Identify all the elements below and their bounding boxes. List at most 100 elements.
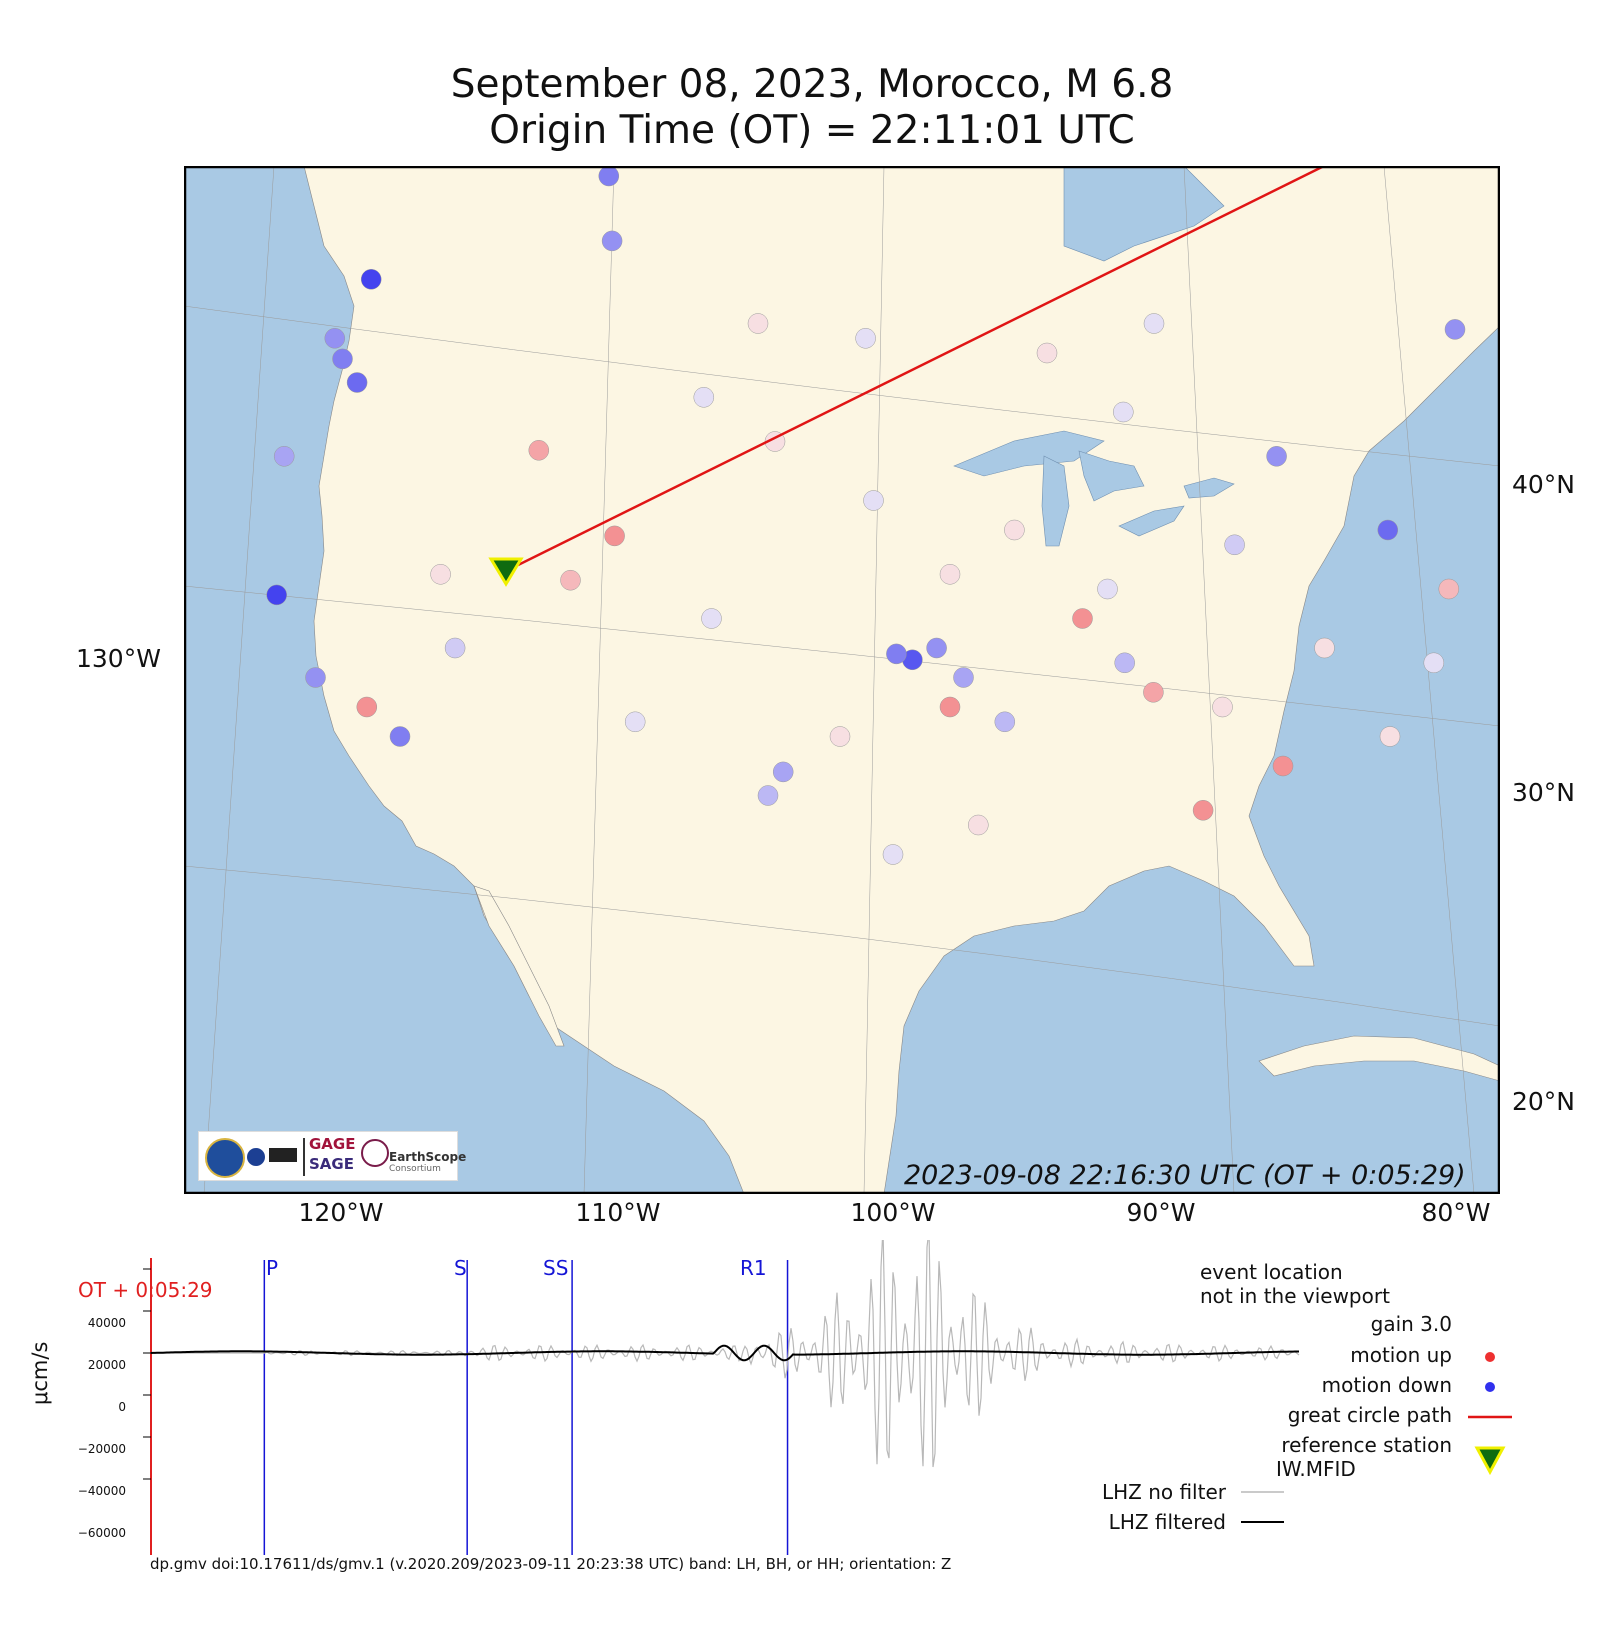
nasa-logo-icon xyxy=(247,1148,265,1166)
lat-label-30n: 30°N xyxy=(1512,778,1576,807)
lon-label-90w: 90°W xyxy=(1126,1198,1196,1227)
map-frame xyxy=(184,166,1500,1194)
ytick-0: 0 xyxy=(118,1400,126,1414)
station-marker xyxy=(1113,401,1134,423)
station-marker xyxy=(346,372,368,393)
station-marker xyxy=(1423,652,1445,674)
lon-label-80w: 80°W xyxy=(1421,1198,1491,1227)
station-marker xyxy=(360,269,382,290)
station-marker xyxy=(1444,319,1466,340)
station-marker xyxy=(273,446,295,467)
ytick-neg40000: −40000 xyxy=(77,1484,126,1498)
station-marker xyxy=(604,525,625,547)
legend-great-circle-path: great circle path xyxy=(1287,1403,1452,1427)
y-axis-label: μcm/s xyxy=(28,1341,52,1405)
nsf-logo-icon xyxy=(205,1138,245,1178)
legend-event-location-1: event location xyxy=(1200,1260,1343,1284)
station-marker xyxy=(356,696,378,718)
station-marker xyxy=(560,569,581,591)
lat-label-40n: 40°N xyxy=(1512,470,1576,499)
station-marker xyxy=(953,667,974,688)
consortium-logo-text: Consortium xyxy=(389,1164,441,1174)
phase-label-ss: SS xyxy=(543,1256,569,1280)
logo-divider xyxy=(303,1138,305,1176)
station-marker xyxy=(693,387,715,408)
station-marker xyxy=(1314,637,1335,659)
station-marker xyxy=(1212,696,1233,718)
station-marker xyxy=(266,584,287,606)
y-axis-ticks xyxy=(143,1268,151,1480)
ytick-neg20000: −20000 xyxy=(77,1442,126,1456)
station-marker xyxy=(1072,608,1093,629)
lon-label-130w: 130°W xyxy=(76,644,161,673)
phase-label-p: P xyxy=(266,1256,279,1280)
station-marker xyxy=(1224,534,1245,556)
graticule xyxy=(184,166,1500,1194)
station-marker xyxy=(1438,578,1460,600)
station-marker xyxy=(528,440,550,461)
legend-motion-up-swatch xyxy=(1485,1352,1495,1362)
station-marker xyxy=(968,814,989,836)
great-circle-path xyxy=(505,166,1325,573)
lhz-filtered-trace xyxy=(150,1344,1299,1362)
station-marker xyxy=(747,313,769,334)
station-marker xyxy=(1266,446,1287,467)
station-marker xyxy=(863,490,884,511)
earthscope-logo-text: EarthScope xyxy=(389,1150,467,1164)
legend-gain: gain 3.0 xyxy=(1370,1312,1452,1336)
station-marker xyxy=(1036,342,1058,364)
ytick-20000: 20000 xyxy=(87,1358,126,1372)
cuba xyxy=(1258,1035,1500,1082)
station-marker xyxy=(598,166,620,187)
station-marker xyxy=(886,643,907,665)
sage-logo-text: SAGE xyxy=(309,1155,354,1173)
ytick-neg60000: −60000 xyxy=(77,1526,126,1540)
great-lakes xyxy=(953,430,1235,547)
ot-offset-label: OT + 0:05:29 xyxy=(78,1278,213,1302)
station-marker xyxy=(332,348,353,370)
ytick-40000: 40000 xyxy=(87,1316,126,1330)
station-marker xyxy=(994,711,1016,733)
station-marker xyxy=(430,564,451,585)
station-marker xyxy=(939,696,961,718)
phase-label-s: S xyxy=(454,1256,467,1280)
lat-label-20n: 20°N xyxy=(1512,1087,1576,1116)
station-marker xyxy=(1379,726,1401,747)
legend-motion-down: motion down xyxy=(1321,1373,1452,1397)
map-title-line2: Origin Time (OT) = 22:11:01 UTC xyxy=(489,108,1135,153)
legend-reference-station-icon xyxy=(1474,1446,1506,1476)
station-marker xyxy=(444,637,466,659)
gage-logo-text: GAGE xyxy=(309,1135,356,1153)
station-marker xyxy=(1004,519,1025,541)
baja-peninsula xyxy=(473,885,565,1047)
station-marker xyxy=(1097,578,1118,600)
station-map xyxy=(184,166,1500,1194)
phase-lines xyxy=(263,1260,789,1555)
station-marker xyxy=(926,637,947,659)
seismogram-plot xyxy=(143,1240,1512,1555)
reference-station-icon xyxy=(488,557,524,587)
legend-reference-station-1: reference station xyxy=(1281,1433,1452,1457)
station-marker xyxy=(829,726,851,747)
map-timestamp: 2023-09-08 22:16:30 UTC (OT + 0:05:29) xyxy=(904,1160,1466,1191)
station-marker xyxy=(1377,519,1399,541)
lon-label-120w: 120°W xyxy=(298,1198,384,1227)
station-marker xyxy=(305,667,326,688)
legend-event-location-2: not in the viewport xyxy=(1200,1284,1390,1308)
station-marker xyxy=(601,230,623,252)
station-marker xyxy=(389,726,411,747)
legend-reference-station-2: IW.MFID xyxy=(1276,1457,1356,1481)
station-marker xyxy=(855,328,876,349)
station-marker xyxy=(772,761,794,783)
station-marker xyxy=(1114,652,1135,674)
station-marker xyxy=(701,608,722,629)
phase-label-r1: R1 xyxy=(740,1256,767,1280)
station-marker xyxy=(882,844,904,865)
station-marker xyxy=(1272,755,1294,777)
station-marker xyxy=(324,328,346,349)
station-marker xyxy=(624,711,646,733)
station-marker xyxy=(757,785,779,806)
legend-lhz-filtered: LHZ filtered xyxy=(1108,1510,1226,1534)
legend-motion-down-swatch xyxy=(1485,1382,1495,1392)
station-marker xyxy=(1143,682,1164,703)
